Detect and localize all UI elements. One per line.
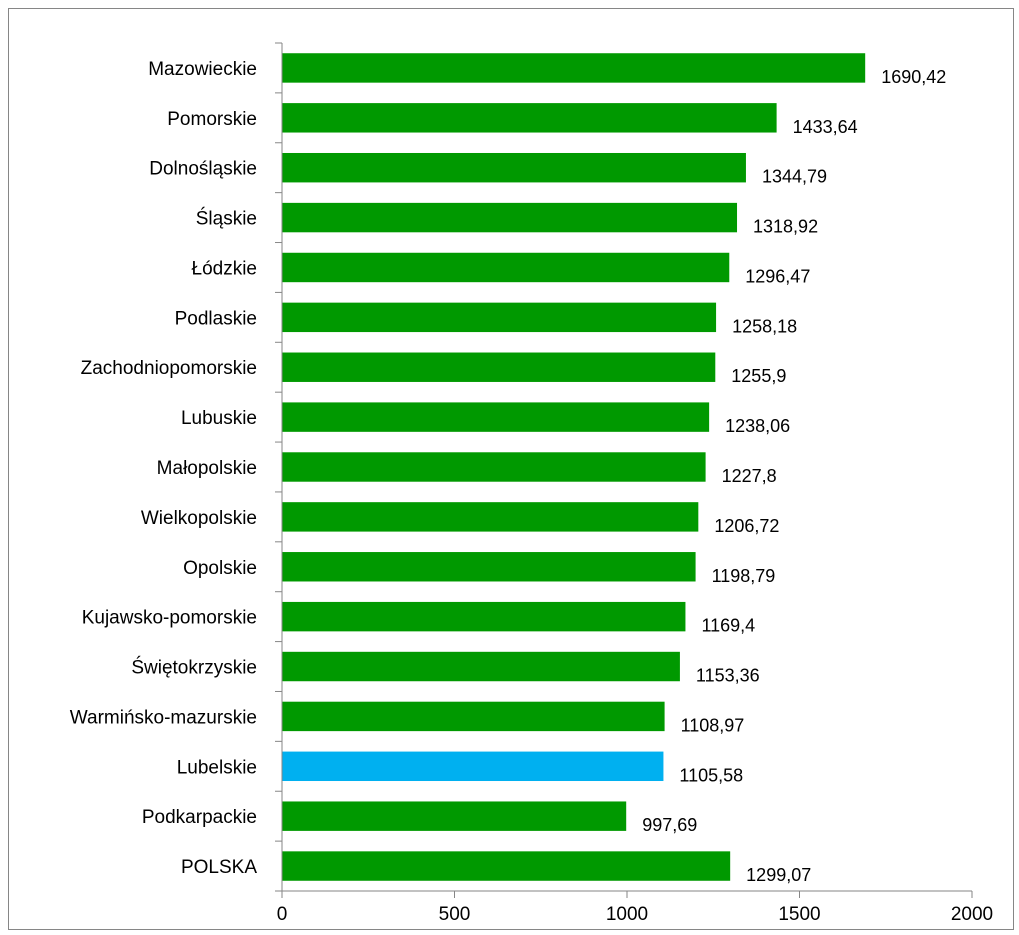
value-label-4: 1296,47 — [745, 266, 810, 286]
x-tick-label-4: 2000 — [951, 904, 993, 925]
value-label-7: 1238,06 — [725, 416, 790, 436]
value-labels: 1690,42 1433,64 1344,79 1318,92 1296,47 1258,… — [642, 67, 946, 885]
value-label-10: 1198,79 — [712, 566, 776, 586]
category-label-0: Mazowieckie — [148, 59, 257, 80]
x-tick-label-2: 1000 — [606, 904, 648, 925]
value-label-8: 1227,8 — [722, 466, 777, 486]
bar-11 — [282, 601, 686, 632]
category-label-13: Warmińsko-mazurskie — [70, 707, 257, 728]
x-tick-label-3: 1500 — [778, 904, 820, 925]
category-label-12: Świętokrzyskie — [131, 657, 257, 679]
value-label-2: 1344,79 — [762, 167, 827, 187]
bar-9 — [282, 502, 699, 532]
bar-15 — [282, 801, 627, 831]
bar-6 — [282, 352, 716, 382]
bars-layer — [282, 53, 866, 881]
value-label-0: 1690,42 — [881, 67, 946, 87]
category-labels: Mazowieckie Pomorskie Dolnośląskie Śląskie Ł… — [70, 59, 258, 878]
axes: 0 500 1000 1500 2000 — [275, 42, 993, 925]
category-label-7: Lubuskie — [181, 408, 257, 429]
bar-7 — [282, 402, 710, 432]
bar-16 — [282, 851, 731, 881]
category-label-3: Śląskie — [196, 208, 257, 230]
category-label-9: Wielkopolskie — [141, 508, 257, 529]
category-label-11: Kujawsko-pomorskie — [82, 608, 257, 629]
bar-1 — [282, 103, 777, 133]
bar-14 — [282, 751, 664, 782]
value-label-3: 1318,92 — [753, 217, 818, 237]
value-label-15: 997,69 — [642, 815, 697, 835]
x-tick-label-1: 500 — [439, 904, 471, 925]
category-label-1: Pomorskie — [167, 109, 257, 130]
value-label-1: 1433,64 — [793, 117, 858, 137]
bar-0 — [282, 53, 866, 83]
value-label-11: 1169,4 — [701, 616, 755, 636]
bar-8 — [282, 452, 706, 482]
category-label-14: Lubelskie — [177, 757, 257, 778]
category-label-10: Opolskie — [183, 558, 257, 579]
category-label-8: Małopolskie — [157, 458, 257, 479]
value-label-16: 1299,07 — [746, 865, 811, 885]
bar-4 — [282, 252, 730, 283]
value-label-6: 1255,9 — [731, 366, 786, 386]
x-tick-label-0: 0 — [277, 904, 288, 925]
value-label-9: 1206,72 — [714, 516, 779, 536]
bar-3 — [282, 202, 738, 233]
value-label-12: 1153,36 — [696, 666, 760, 686]
value-label-13: 1108,97 — [681, 715, 745, 735]
category-label-5: Podlaskie — [175, 308, 257, 329]
value-label-14: 1105,58 — [679, 765, 743, 785]
category-label-15: Podkarpackie — [142, 807, 257, 828]
category-label-4: Łódzkie — [192, 258, 258, 279]
category-label-16: POLSKA — [181, 857, 257, 878]
bar-12 — [282, 651, 680, 682]
value-label-5: 1258,18 — [732, 316, 797, 336]
bar-13 — [282, 701, 665, 732]
bar-2 — [282, 152, 746, 183]
category-label-2: Dolnośląskie — [149, 159, 257, 180]
bar-5 — [282, 302, 717, 333]
bar-10 — [282, 552, 696, 582]
category-label-6: Zachodniopomorskie — [81, 358, 257, 379]
